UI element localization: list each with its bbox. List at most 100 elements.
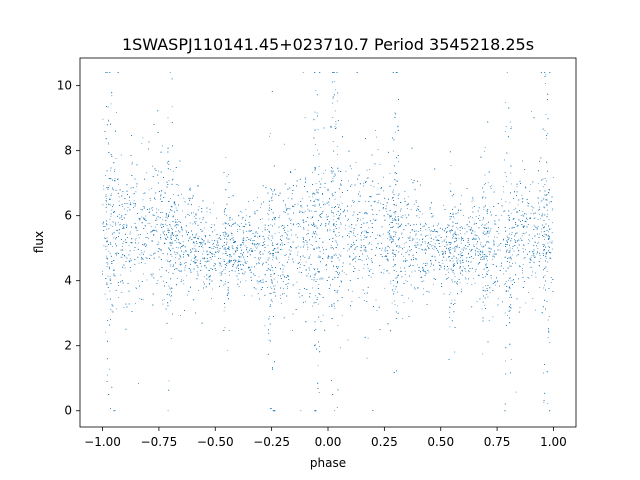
data-point (414, 188, 416, 190)
data-point (544, 207, 546, 209)
data-point (518, 219, 520, 221)
data-point (517, 204, 519, 206)
data-point (138, 280, 139, 282)
data-point (255, 231, 257, 232)
data-point (393, 258, 395, 260)
data-point (402, 215, 404, 216)
data-point (349, 256, 351, 258)
data-point (544, 239, 546, 241)
data-point (513, 239, 515, 241)
data-point (195, 221, 197, 223)
data-point (361, 231, 363, 233)
data-point (274, 284, 276, 286)
data-point (109, 197, 111, 199)
data-point (365, 200, 367, 202)
data-point (448, 271, 450, 273)
data-point (123, 241, 125, 243)
data-point (167, 410, 169, 412)
data-point (503, 239, 505, 241)
data-point (146, 233, 148, 234)
data-point (450, 232, 451, 234)
data-point (377, 193, 379, 195)
data-point (268, 234, 270, 236)
data-point (318, 303, 320, 305)
data-point (257, 293, 259, 294)
data-point (242, 218, 243, 220)
data-point (314, 204, 316, 206)
data-point (462, 274, 463, 276)
data-point (415, 230, 417, 232)
data-point (537, 241, 539, 243)
data-point (319, 293, 321, 295)
data-point (124, 267, 126, 269)
data-point (443, 251, 445, 253)
data-point (353, 253, 355, 254)
data-point (474, 271, 476, 273)
data-point (431, 263, 432, 265)
data-point (405, 280, 407, 282)
data-point (186, 275, 188, 277)
data-point (504, 284, 506, 286)
data-point (220, 265, 222, 267)
data-point (322, 246, 324, 248)
data-point (500, 198, 502, 200)
data-point (509, 228, 510, 230)
data-point (291, 234, 293, 236)
data-point (336, 242, 337, 244)
data-point (300, 246, 302, 248)
data-point (122, 225, 124, 227)
data-point (547, 245, 549, 247)
data-point (141, 216, 143, 218)
data-point (314, 167, 316, 169)
data-point (468, 269, 470, 271)
data-point (114, 169, 116, 171)
data-point (535, 276, 537, 278)
data-point (171, 255, 173, 257)
data-point (115, 308, 117, 310)
data-point (487, 247, 489, 249)
data-point (383, 272, 385, 274)
data-point (490, 188, 492, 189)
data-point (483, 150, 485, 152)
data-point (328, 215, 329, 217)
data-point (205, 261, 207, 263)
data-point (339, 286, 340, 288)
data-point (326, 269, 328, 271)
data-point (418, 248, 420, 249)
data-point (269, 268, 271, 270)
data-point (152, 165, 154, 167)
data-point (282, 244, 284, 246)
data-point (527, 202, 528, 204)
data-point (151, 240, 152, 242)
data-point (366, 222, 368, 224)
data-point (370, 276, 372, 278)
data-point (110, 103, 112, 105)
data-point (510, 126, 512, 128)
data-point (287, 197, 289, 199)
data-point (404, 274, 406, 276)
data-point (473, 223, 475, 225)
data-point (313, 280, 315, 282)
data-point (243, 295, 245, 297)
data-point (219, 262, 221, 264)
data-point (230, 256, 232, 258)
data-point (118, 213, 120, 215)
data-point (444, 239, 446, 241)
data-point (107, 119, 109, 121)
data-point (416, 247, 418, 248)
data-point (195, 258, 197, 260)
data-point (459, 282, 461, 284)
data-point (163, 280, 164, 282)
data-point (394, 131, 396, 133)
data-point (502, 185, 504, 187)
data-point (213, 248, 214, 250)
data-point (294, 169, 296, 171)
data-point (339, 347, 341, 349)
data-point (245, 215, 247, 217)
data-point (499, 249, 501, 251)
data-point (367, 337, 369, 339)
data-point (222, 269, 224, 271)
data-point (451, 299, 453, 301)
data-point (313, 155, 314, 157)
data-point (424, 242, 426, 244)
